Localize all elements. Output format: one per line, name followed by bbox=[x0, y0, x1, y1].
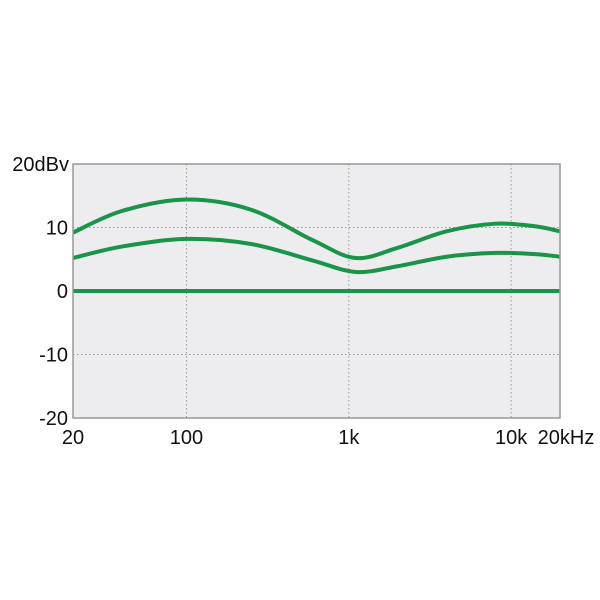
x-tick-label: 1k bbox=[338, 427, 360, 449]
y-tick-label: -20 bbox=[39, 408, 68, 430]
series-lines bbox=[72, 197, 561, 294]
series-line-1 bbox=[72, 197, 561, 261]
y-tick-label: 10 bbox=[46, 218, 68, 240]
plot-border bbox=[72, 163, 561, 419]
y-axis-ticks: 20dBv 10 0 -10 -20 bbox=[12, 154, 69, 430]
x-tick-label: 100 bbox=[170, 427, 203, 449]
x-tick-label: 20kHz bbox=[538, 427, 595, 449]
y-tick-label: 0 bbox=[57, 281, 68, 303]
y-tick-label: -10 bbox=[39, 345, 68, 367]
series-line-2 bbox=[72, 236, 561, 275]
x-tick-label: 20 bbox=[62, 427, 84, 449]
grid bbox=[73, 164, 560, 418]
y-tick-label: 20dBv bbox=[12, 154, 69, 176]
x-axis-ticks: 20 100 1k 10k 20kHz bbox=[62, 427, 594, 449]
x-tick-label: 10k bbox=[495, 427, 528, 449]
